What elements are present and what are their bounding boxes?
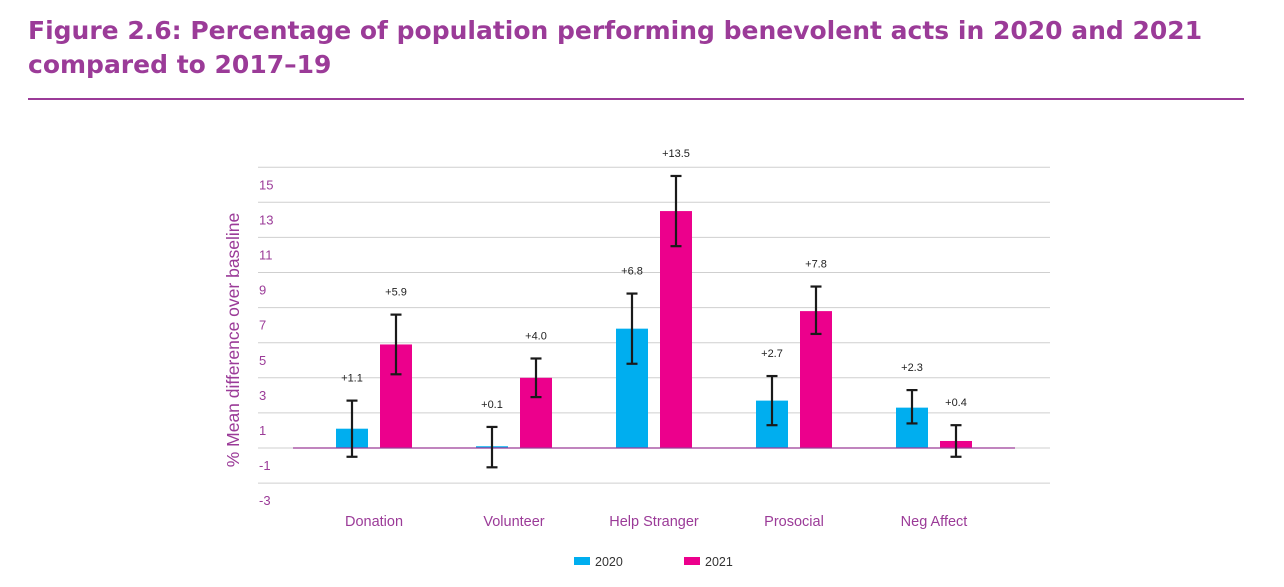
bar-2021: [660, 211, 692, 448]
data-label: +4.0: [525, 330, 547, 342]
data-label: +1.1: [341, 373, 363, 385]
legend-swatch-2020: [574, 557, 590, 565]
y-tick-label: 3: [259, 388, 266, 403]
figure-title: Figure 2.6: Percentage of population per…: [28, 16, 1203, 79]
data-label: +2.3: [901, 362, 923, 374]
legend: 2020 2021: [574, 555, 733, 569]
y-tick-label: 11: [259, 247, 273, 262]
category-label: Donation: [345, 514, 403, 530]
y-axis-label: % Mean difference over baseline: [223, 213, 243, 468]
legend-label-2021: 2021: [705, 555, 733, 569]
data-label: +13.5: [662, 148, 690, 160]
y-tick-label: 1: [259, 423, 266, 438]
data-label: +6.8: [621, 266, 643, 278]
gridlines: [258, 166, 1050, 484]
data-label: +0.4: [945, 397, 967, 409]
y-tick-label: -1: [259, 458, 271, 473]
y-axis-ticks: 15 13 11 9 7 5 3 1 -1 -3: [259, 177, 273, 508]
data-label: +5.9: [385, 287, 407, 299]
category-label: Neg Affect: [901, 514, 968, 530]
error-bars: [346, 174, 962, 469]
category-label: Volunteer: [483, 514, 544, 530]
y-tick-label: 5: [259, 353, 266, 368]
category-label: Prosocial: [764, 514, 824, 530]
data-label: +0.1: [481, 399, 503, 411]
y-tick-label: -3: [259, 493, 271, 508]
legend-swatch-2021: [684, 557, 700, 565]
y-tick-label: 15: [259, 177, 273, 192]
category-label: Help Stranger: [609, 514, 699, 530]
x-axis-categories: Donation Volunteer Help Stranger Prosocial N…: [345, 514, 967, 530]
legend-label-2020: 2020: [595, 555, 623, 569]
data-label: +2.7: [761, 348, 783, 360]
y-tick-label: 9: [259, 283, 266, 298]
y-tick-label: 13: [259, 212, 273, 227]
data-labels: +1.1 +0.1 +6.8 +2.7 +2.3 +5.9 +4.0 +13.5 +7.8 +0.…: [341, 148, 967, 411]
data-label: +7.8: [805, 259, 827, 271]
title-divider: [28, 98, 1244, 100]
y-tick-label: 7: [259, 318, 266, 333]
